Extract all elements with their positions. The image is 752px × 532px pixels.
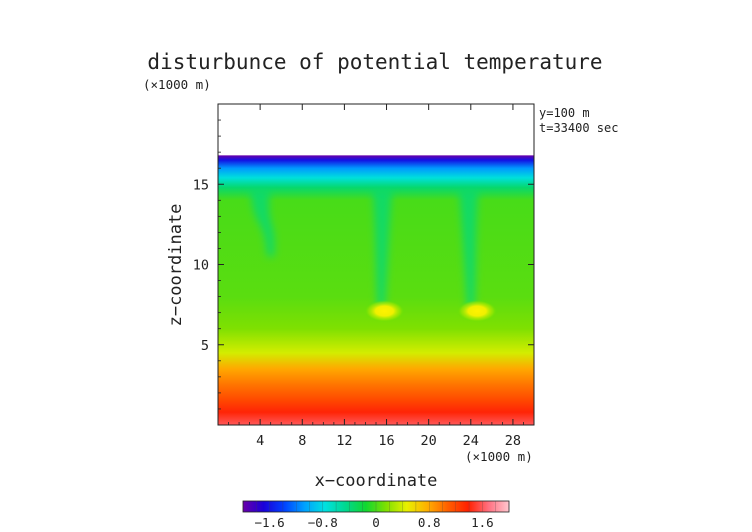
x-tick-label: 24 (463, 433, 479, 449)
x-tick-label: 16 (378, 433, 394, 449)
y-tick-label: 10 (193, 258, 209, 274)
x-tick-label: 8 (298, 433, 306, 449)
plume-3 (459, 190, 479, 313)
annotation-y: y=100 m (539, 106, 590, 120)
plume-2 (372, 190, 392, 313)
y-unit-label: (×1000 m) (143, 77, 211, 92)
colorbar-ticks: −1.6 −0.8 0 0.8 1.6 (242, 501, 510, 530)
plume-group (250, 190, 479, 313)
hot-spot-1 (364, 300, 405, 323)
x-axis-label: x−coordinate (315, 471, 438, 491)
colorbar: −1.6 −0.8 0 0.8 1.6 (242, 500, 510, 530)
y-axis-ticks: 5 10 15 (193, 119, 534, 410)
y-axis-label: z−coordinate (166, 204, 186, 327)
colorbar-tick-label: −0.8 (308, 515, 338, 530)
annotations: y=100 m t=33400 sec (539, 106, 618, 135)
chart-title: disturbunce of potential temperature (147, 50, 602, 74)
x-axis-ticks: 4 8 12 16 20 24 28 (228, 104, 524, 449)
annotation-time: t=33400 sec (539, 121, 618, 135)
colorbar-tick-label: 0 (372, 515, 380, 530)
plot-area (218, 155, 534, 425)
x-tick-label: 20 (421, 433, 437, 449)
y-tick-label: 15 (193, 177, 209, 193)
colorbar-tick-label: −1.6 (255, 515, 285, 530)
colorbar-tick-label: 1.6 (471, 515, 494, 530)
plume-1 (250, 190, 275, 257)
x-unit-label: (×1000 m) (465, 449, 533, 464)
x-tick-label: 28 (505, 433, 521, 449)
x-tick-label: 12 (336, 433, 352, 449)
y-tick-label: 5 (201, 338, 209, 354)
x-tick-label: 4 (256, 433, 264, 449)
hot-spot-2 (457, 300, 498, 323)
hot-spot-group (364, 300, 498, 323)
colorbar-tick-label: 0.8 (418, 515, 441, 530)
